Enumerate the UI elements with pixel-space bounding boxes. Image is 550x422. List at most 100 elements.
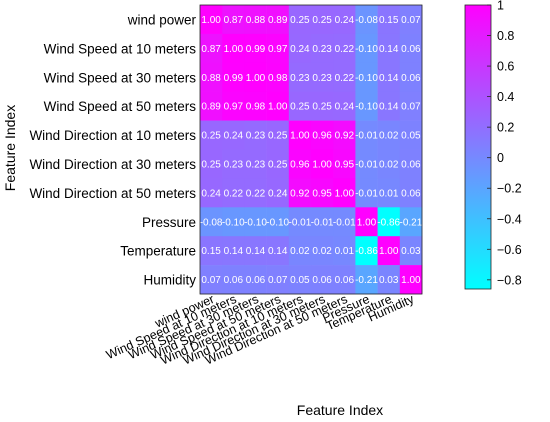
heatmap-cell bbox=[333, 236, 356, 266]
heatmap-cell-value: -0.21 bbox=[400, 217, 423, 228]
heatmap-cell-value: 0.25 bbox=[268, 131, 288, 142]
heatmap-cell-value: 0.22 bbox=[335, 73, 355, 84]
x-tick-label: Humidity bbox=[366, 292, 417, 325]
heatmap-cell-value: -0.01 bbox=[355, 188, 378, 199]
heatmap-cell bbox=[288, 91, 312, 121]
heatmap-cell bbox=[355, 265, 378, 295]
heatmap-cell bbox=[311, 149, 334, 179]
heatmap-cell-value: -0.86 bbox=[377, 217, 400, 228]
colorbar: 1 0.8 0.6 0.4 0.2 0 −0.2 −0.4 −0.6 −0.8 bbox=[464, 0, 522, 290]
heatmap-cell bbox=[200, 207, 223, 237]
heatmap-cell-value: 1.00 bbox=[290, 131, 310, 142]
y-tick-label: wind power bbox=[127, 12, 197, 27]
heatmap-cell-value: -0.10 bbox=[222, 217, 245, 228]
heatmap-cell-value: 0.05 bbox=[290, 275, 310, 286]
heatmap-cell-value: 0.24 bbox=[268, 188, 288, 199]
heatmap-cell-value: 0.23 bbox=[246, 131, 266, 142]
heatmap-cell bbox=[311, 5, 334, 35]
heatmap-cell-value: 0.06 bbox=[312, 275, 332, 286]
heatmap-cell-value: 0.98 bbox=[246, 102, 266, 113]
heatmap-cell-value: 0.07 bbox=[201, 275, 221, 286]
heatmap-cell bbox=[333, 5, 356, 35]
heatmap-cell bbox=[200, 62, 223, 92]
heatmap-cell-value: 0.03 bbox=[379, 275, 399, 286]
heatmap-cell-value: 0.01 bbox=[335, 246, 355, 257]
heatmap-cell-value: 0.95 bbox=[312, 188, 332, 199]
heatmap-cell bbox=[355, 236, 378, 266]
heatmap-cell-value: 0.98 bbox=[268, 73, 288, 84]
heatmap-cell-value: 0.24 bbox=[201, 188, 221, 199]
heatmap-cell bbox=[355, 62, 378, 92]
colorbar-tick-label: 0.2 bbox=[497, 121, 514, 135]
heatmap-cell bbox=[333, 207, 356, 237]
heatmap-cell-value: -0.08 bbox=[200, 217, 223, 228]
heatmap-cell bbox=[377, 33, 401, 64]
heatmap-cell bbox=[311, 120, 334, 150]
heatmap-cell-value: 0.97 bbox=[268, 44, 288, 55]
heatmap-cell-value: 0.02 bbox=[379, 159, 399, 170]
heatmap-cell bbox=[333, 91, 356, 121]
heatmap-cell-value: 0.96 bbox=[290, 159, 310, 170]
heatmap-cell-value: -0.01 bbox=[311, 217, 334, 228]
heatmap-cell bbox=[222, 91, 245, 121]
heatmap-cell bbox=[355, 178, 378, 208]
heatmap-cell bbox=[266, 207, 290, 237]
heatmap-cell bbox=[288, 236, 312, 266]
heatmap-cell bbox=[311, 265, 334, 295]
heatmap-cell-value: 0.89 bbox=[268, 15, 288, 26]
heatmap-cell bbox=[244, 91, 267, 121]
heatmap-cell bbox=[266, 5, 290, 35]
heatmap-cell bbox=[377, 207, 401, 237]
heatmap-cell bbox=[399, 33, 423, 64]
heatmap-cell bbox=[333, 149, 356, 179]
heatmap-cell-value: 0.88 bbox=[201, 73, 221, 84]
heatmap-cell-value: 0.14 bbox=[379, 44, 399, 55]
heatmap-cell-value: 0.25 bbox=[312, 15, 332, 26]
heatmap-cell-value: 0.25 bbox=[268, 159, 288, 170]
y-tick-label: Pressure bbox=[142, 215, 196, 230]
heatmap-cell bbox=[244, 149, 267, 179]
heatmap-cell bbox=[311, 33, 334, 64]
heatmap-cell bbox=[222, 236, 245, 266]
heatmap-cell bbox=[244, 62, 267, 92]
colorbar-tick-label: 0 bbox=[497, 151, 504, 165]
heatmap-cells bbox=[200, 5, 423, 295]
heatmap-cell bbox=[244, 178, 267, 208]
y-tick-label: Humidity bbox=[143, 273, 196, 288]
heatmap-cell-value: 0.92 bbox=[290, 188, 310, 199]
y-tick-label: Wind Direction at 10 meters bbox=[29, 128, 196, 143]
y-tick-label: Wind Speed at 10 meters bbox=[44, 41, 197, 56]
heatmap-cell bbox=[333, 265, 356, 295]
heatmap-cell bbox=[355, 5, 378, 35]
heatmap-cell bbox=[377, 91, 401, 121]
heatmap-cell bbox=[377, 5, 401, 35]
heatmap-cell-value: 0.15 bbox=[379, 15, 399, 26]
heatmap-cell bbox=[288, 5, 312, 35]
heatmap-cell-value: 0.97 bbox=[224, 102, 244, 113]
y-tick-label: Wind Speed at 30 meters bbox=[44, 70, 197, 85]
heatmap-cell bbox=[200, 33, 223, 64]
heatmap-cell-value: 1.00 bbox=[268, 102, 288, 113]
heatmap-cell-value: 0.23 bbox=[312, 44, 332, 55]
y-tick-label: Wind Direction at 30 meters bbox=[29, 157, 196, 172]
heatmap-cell bbox=[288, 265, 312, 295]
heatmap-cell bbox=[399, 5, 423, 35]
heatmap-cell bbox=[311, 236, 334, 266]
heatmap-cell bbox=[266, 265, 290, 295]
heatmap-cell-value: 1.00 bbox=[357, 217, 377, 228]
heatmap-cell-value: 0.87 bbox=[201, 44, 221, 55]
heatmap-cell-value: -0.10 bbox=[355, 44, 378, 55]
heatmap-cell bbox=[222, 33, 245, 64]
colorbar-tick-label: 0.4 bbox=[497, 90, 514, 104]
heatmap-cell bbox=[333, 120, 356, 150]
heatmap-cell bbox=[377, 149, 401, 179]
heatmap-cell bbox=[200, 91, 223, 121]
heatmap-cell bbox=[266, 120, 290, 150]
heatmap-cell-value: -0.10 bbox=[244, 217, 267, 228]
heatmap-cell bbox=[244, 207, 267, 237]
heatmap-cell bbox=[288, 207, 312, 237]
heatmap-cell bbox=[222, 62, 245, 92]
heatmap-cell-value: 0.06 bbox=[401, 73, 421, 84]
heatmap-cell bbox=[333, 178, 356, 208]
